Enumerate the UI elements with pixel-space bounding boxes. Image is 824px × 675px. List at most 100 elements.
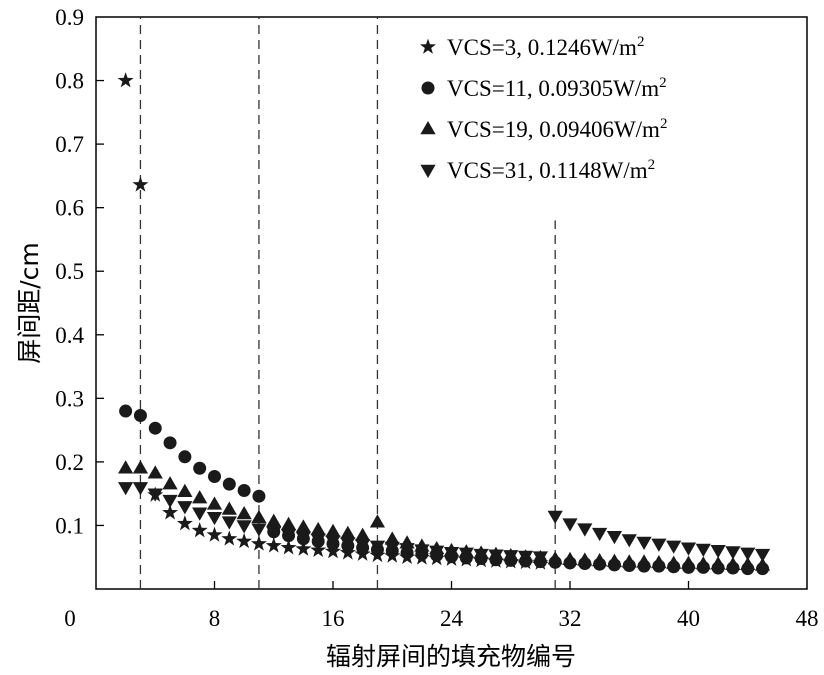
data-point bbox=[162, 504, 179, 520]
data-point bbox=[606, 553, 623, 567]
data-point bbox=[310, 533, 326, 547]
data-point bbox=[221, 516, 237, 530]
data-point bbox=[119, 404, 133, 418]
legend-label-superscript: 2 bbox=[648, 157, 656, 173]
legend-marker bbox=[421, 81, 435, 95]
data-point bbox=[651, 538, 667, 552]
y-tick-label: 0.3 bbox=[55, 386, 84, 411]
legend-label-text: VCS=19, 0.09406W/m bbox=[447, 117, 660, 142]
legend-marker bbox=[420, 38, 436, 54]
data-point bbox=[592, 527, 608, 542]
data-point bbox=[369, 540, 386, 554]
data-point bbox=[340, 537, 356, 551]
data-point bbox=[680, 542, 697, 556]
x-tick-label: 48 bbox=[796, 606, 819, 631]
data-point bbox=[221, 501, 237, 515]
data-point bbox=[251, 509, 267, 524]
data-point bbox=[429, 545, 445, 559]
axis-ticks: 0 8 16 24 32 40 48 0.1 0.2 0.3 0.4 0.5 0.6 0.7 0.8 0.9 bbox=[55, 5, 818, 631]
data-point bbox=[162, 476, 178, 490]
y-tick-label: 0.9 bbox=[55, 5, 84, 30]
data-point bbox=[236, 532, 253, 549]
legend-label: VCS=11, 0.09305W/m2 bbox=[447, 75, 667, 101]
data-point bbox=[754, 557, 771, 571]
legend-label: VCS=3, 0.1246W/m2 bbox=[447, 34, 644, 60]
legend-label-text: VCS=31, 0.1148W/m bbox=[447, 158, 648, 183]
data-point bbox=[147, 465, 163, 479]
legend-label-text: VCS=3, 0.1246W/m bbox=[447, 35, 637, 60]
data-point bbox=[193, 461, 207, 475]
data-point bbox=[503, 550, 519, 564]
data-point bbox=[384, 531, 400, 545]
data-point bbox=[236, 520, 252, 534]
data-point bbox=[132, 482, 149, 496]
data-point bbox=[562, 551, 578, 565]
data-point bbox=[458, 547, 474, 561]
data-point bbox=[532, 551, 548, 565]
data-point bbox=[192, 507, 208, 521]
x-tick-label: 16 bbox=[322, 606, 345, 631]
x-tick-label: 24 bbox=[440, 606, 464, 631]
data-point bbox=[295, 540, 312, 556]
data-point bbox=[636, 536, 652, 550]
data-point bbox=[252, 489, 266, 503]
series-3 bbox=[118, 482, 771, 565]
data-point bbox=[176, 515, 193, 531]
data-point bbox=[443, 546, 460, 561]
data-point bbox=[651, 554, 667, 569]
data-point bbox=[695, 543, 711, 557]
legend-label: VCS=19, 0.09406W/m2 bbox=[447, 116, 667, 142]
data-point bbox=[118, 460, 134, 474]
legend-label-superscript: 2 bbox=[637, 34, 645, 50]
data-point bbox=[222, 477, 236, 491]
legend-label-superscript: 2 bbox=[659, 75, 667, 91]
legend-marker bbox=[420, 121, 436, 135]
data-point bbox=[547, 510, 563, 524]
data-point bbox=[740, 556, 756, 571]
legend-label-superscript: 2 bbox=[660, 116, 668, 132]
data-point bbox=[325, 523, 341, 537]
data-point bbox=[325, 535, 341, 549]
data-point bbox=[132, 460, 149, 474]
data-point bbox=[206, 526, 223, 542]
data-point bbox=[325, 543, 341, 559]
data-point bbox=[680, 555, 697, 569]
data-point bbox=[118, 482, 134, 496]
data-point bbox=[562, 518, 578, 532]
data-point bbox=[384, 541, 400, 556]
data-point bbox=[399, 543, 415, 557]
y-tick-label: 0.1 bbox=[55, 513, 84, 538]
y-tick-label: 0.4 bbox=[55, 323, 84, 348]
data-point bbox=[488, 549, 504, 563]
data-point bbox=[163, 436, 177, 450]
data-point bbox=[280, 516, 297, 531]
data-point bbox=[177, 483, 193, 497]
data-point bbox=[295, 531, 311, 545]
data-point bbox=[725, 546, 741, 560]
y-tick-label: 0.2 bbox=[55, 450, 84, 475]
data-point bbox=[666, 540, 682, 554]
x-tick-label: 0 bbox=[64, 606, 76, 631]
data-point bbox=[178, 450, 192, 464]
x-tick-label: 40 bbox=[677, 606, 700, 631]
data-point bbox=[117, 72, 134, 88]
data-point bbox=[221, 530, 238, 546]
data-point bbox=[208, 470, 221, 484]
data-point bbox=[517, 550, 534, 564]
y-tick-label: 0.8 bbox=[55, 69, 84, 94]
data-point bbox=[592, 553, 608, 567]
data-point bbox=[754, 548, 771, 563]
data-point bbox=[473, 548, 489, 563]
data-point bbox=[710, 545, 726, 559]
data-point bbox=[132, 176, 149, 192]
data-point bbox=[191, 522, 208, 538]
data-point bbox=[177, 501, 193, 515]
data-point bbox=[251, 523, 267, 537]
data-point bbox=[265, 537, 282, 553]
data-point bbox=[133, 408, 147, 422]
data-point bbox=[148, 421, 162, 435]
data-point bbox=[250, 535, 267, 551]
data-point bbox=[414, 544, 430, 558]
